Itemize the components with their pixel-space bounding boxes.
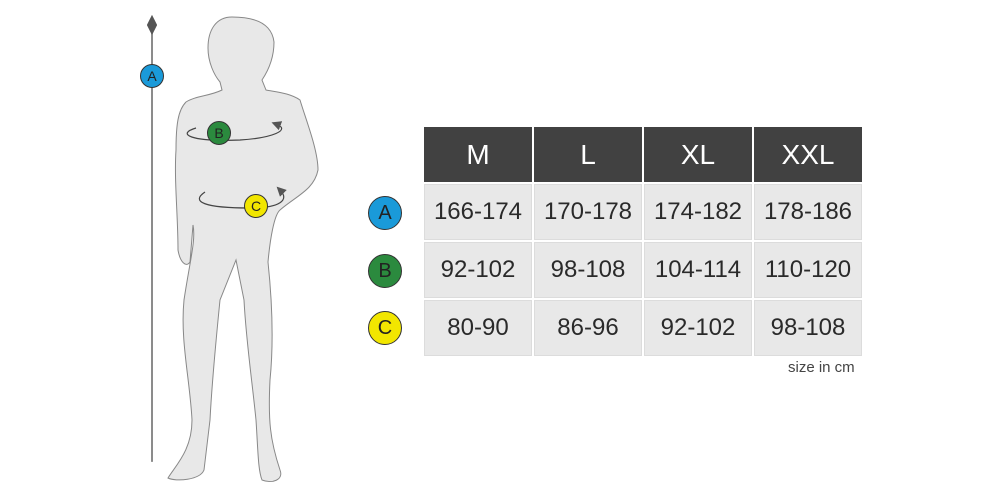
cell: 178-186 [754,184,862,240]
cell: 86-96 [534,300,642,356]
cell: 92-102 [424,242,532,298]
table-row-a: 166-174 170-178 174-182 178-186 [424,184,862,240]
size-table: M L XL XXL 166-174 170-178 174-182 178-1… [422,125,864,358]
marker-c-figure: C [244,194,268,218]
body-figure [146,14,319,483]
marker-c: C [368,311,402,345]
size-header: M [424,127,532,182]
marker-a: A [368,196,402,230]
cell: 104-114 [644,242,752,298]
table-row-b: 92-102 98-108 104-114 110-120 [424,242,862,298]
cell: 166-174 [424,184,532,240]
unit-note: size in cm [788,359,855,376]
cell: 174-182 [644,184,752,240]
cell: 170-178 [534,184,642,240]
cell: 80-90 [424,300,532,356]
size-header: XL [644,127,752,182]
marker-b: B [368,254,402,288]
chest-measure-line [186,121,283,141]
size-header: L [534,127,642,182]
cell: 98-108 [534,242,642,298]
cell: 110-120 [754,242,862,298]
cell: 98-108 [754,300,862,356]
marker-a-figure: A [140,64,164,88]
cell: 92-102 [644,300,752,356]
body-silhouette [167,16,319,483]
marker-b-figure: B [207,121,231,145]
header-row: M L XL XXL [424,127,862,182]
table-row-c: 80-90 86-96 92-102 98-108 [424,300,862,356]
size-header: XXL [754,127,862,182]
